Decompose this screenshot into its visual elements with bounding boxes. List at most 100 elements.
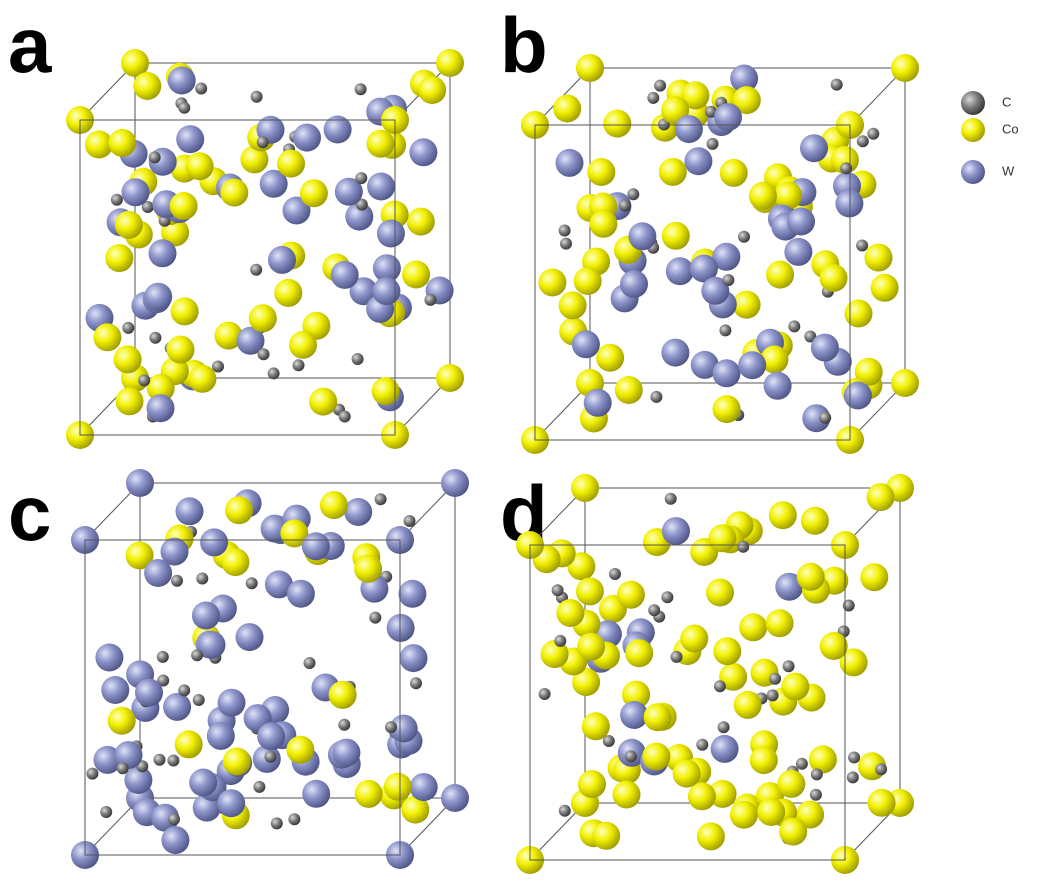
- atom: [168, 813, 180, 825]
- atom: [101, 676, 129, 704]
- atom: [571, 474, 599, 502]
- atom: [617, 581, 645, 609]
- atom: [659, 158, 687, 186]
- atom: [289, 331, 317, 359]
- atom: [355, 172, 367, 184]
- atom: [788, 320, 800, 332]
- atom: [196, 573, 208, 585]
- atom: [175, 730, 203, 758]
- atom: [135, 679, 163, 707]
- atom: [556, 149, 584, 177]
- atom: [352, 353, 364, 365]
- atom: [122, 322, 134, 334]
- atom: [707, 138, 719, 150]
- atom: [553, 95, 581, 123]
- atom: [811, 768, 823, 780]
- atom: [628, 222, 656, 250]
- atom: [576, 577, 604, 605]
- atom: [100, 806, 112, 818]
- atom: [796, 758, 808, 770]
- atom: [409, 138, 437, 166]
- atom: [384, 773, 412, 801]
- atom: [625, 750, 637, 762]
- atom: [225, 496, 253, 524]
- atom: [769, 501, 797, 529]
- atom: [138, 374, 150, 386]
- atom: [844, 382, 872, 410]
- atom: [675, 115, 703, 143]
- atom: [191, 649, 203, 661]
- atom: [875, 763, 887, 775]
- atom: [714, 680, 726, 692]
- legend-label: Co: [1002, 121, 1019, 136]
- atom: [719, 324, 731, 336]
- atom: [189, 769, 217, 797]
- atom: [625, 639, 653, 667]
- atom: [739, 613, 767, 641]
- atom: [268, 367, 280, 379]
- crystal-structure: [66, 49, 464, 449]
- atom: [339, 411, 351, 423]
- atom: [787, 208, 815, 236]
- atom: [708, 524, 736, 552]
- atom: [258, 348, 270, 360]
- atom: [178, 684, 190, 696]
- atom: [300, 179, 328, 207]
- atom: [609, 568, 621, 580]
- atom: [355, 83, 367, 95]
- atom: [654, 80, 666, 92]
- atom: [648, 604, 660, 616]
- atom: [95, 644, 123, 672]
- atom: [584, 389, 612, 417]
- atom: [868, 789, 896, 817]
- atom: [108, 129, 136, 157]
- atom: [845, 300, 873, 328]
- atom: [615, 376, 643, 404]
- atom: [783, 660, 795, 672]
- atom: [779, 818, 807, 846]
- atom: [769, 673, 781, 685]
- atom: [400, 644, 428, 672]
- atom: [167, 755, 179, 767]
- atom: [644, 703, 672, 731]
- atom: [713, 637, 741, 665]
- atom: [105, 244, 133, 272]
- atom: [441, 784, 469, 812]
- legend-swatch: [961, 160, 985, 184]
- atom: [218, 689, 246, 717]
- atom: [236, 623, 264, 651]
- atom: [865, 244, 893, 272]
- atom: [144, 559, 172, 587]
- atom: [559, 225, 571, 237]
- atom: [722, 274, 734, 286]
- atom: [402, 261, 430, 289]
- legend-swatch: [961, 91, 985, 115]
- atom: [410, 677, 422, 689]
- atom: [766, 261, 794, 289]
- atom: [115, 211, 143, 239]
- atom: [249, 304, 277, 332]
- atom: [811, 334, 839, 362]
- atom: [207, 722, 235, 750]
- atom: [559, 805, 571, 817]
- atom: [552, 584, 564, 596]
- atom: [354, 555, 382, 583]
- atom: [367, 130, 395, 158]
- legend-label: W: [1002, 163, 1015, 178]
- legend-label: C: [1002, 94, 1011, 109]
- atom: [867, 483, 895, 511]
- atom: [188, 365, 216, 393]
- atom: [170, 192, 198, 220]
- atom: [603, 110, 631, 138]
- atom: [331, 261, 359, 289]
- atom: [93, 323, 121, 351]
- atom: [819, 412, 831, 424]
- atom: [116, 387, 144, 415]
- atom: [871, 274, 899, 302]
- atom: [293, 124, 321, 152]
- atom: [592, 822, 620, 850]
- atom: [596, 344, 624, 372]
- atom: [665, 493, 677, 505]
- atom: [673, 760, 701, 788]
- atom: [784, 238, 812, 266]
